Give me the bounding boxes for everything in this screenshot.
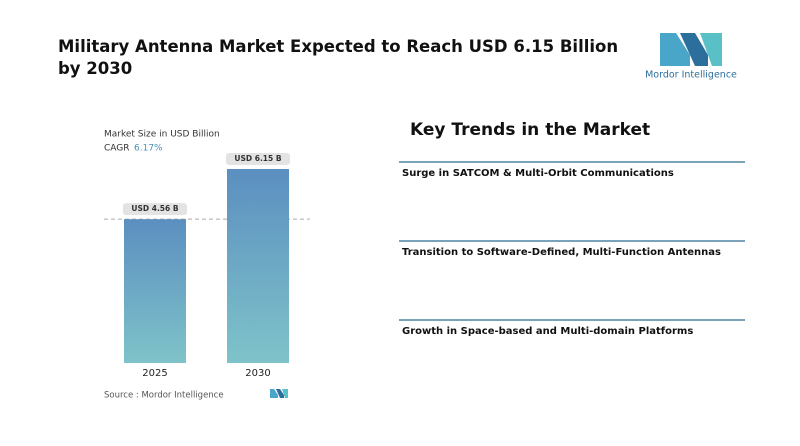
page-title: Military Antenna Market Expected to Reac…: [58, 37, 618, 78]
bar: [124, 219, 186, 363]
x-tick-label: 2025: [142, 368, 167, 379]
source-logo: [270, 389, 288, 398]
value-label: USD 4.56 B: [131, 204, 178, 213]
source: Source : Mordor Intelligence: [104, 391, 224, 401]
cagr-value: 6.17%: [134, 144, 163, 154]
trends: Surge in SATCOM & Multi-Orbit Communicat…: [399, 161, 745, 337]
value-label-bg: [226, 153, 290, 165]
trends-title: Key Trends in the Market: [410, 120, 650, 140]
value-label-bg: [123, 203, 187, 216]
logo: Mordor Intelligence: [645, 33, 737, 81]
trend-item: Growth in Space-based and Multi-domain P…: [402, 326, 693, 337]
chart: USD 4.56 B 2025 USD 6.15 B 2030: [104, 153, 310, 379]
trend-item: Transition to Software-Defined, Multi-Fu…: [402, 247, 721, 258]
bar: [227, 169, 289, 363]
cagr-label: CAGR: [104, 144, 130, 154]
trend-item: Surge in SATCOM & Multi-Orbit Communicat…: [402, 168, 674, 179]
chart-subtitle: Market Size in USD Billion: [104, 130, 220, 140]
x-tick-label: 2030: [245, 368, 270, 379]
value-label: USD 6.15 B: [234, 154, 281, 163]
logo-text: Mordor Intelligence: [645, 70, 737, 81]
